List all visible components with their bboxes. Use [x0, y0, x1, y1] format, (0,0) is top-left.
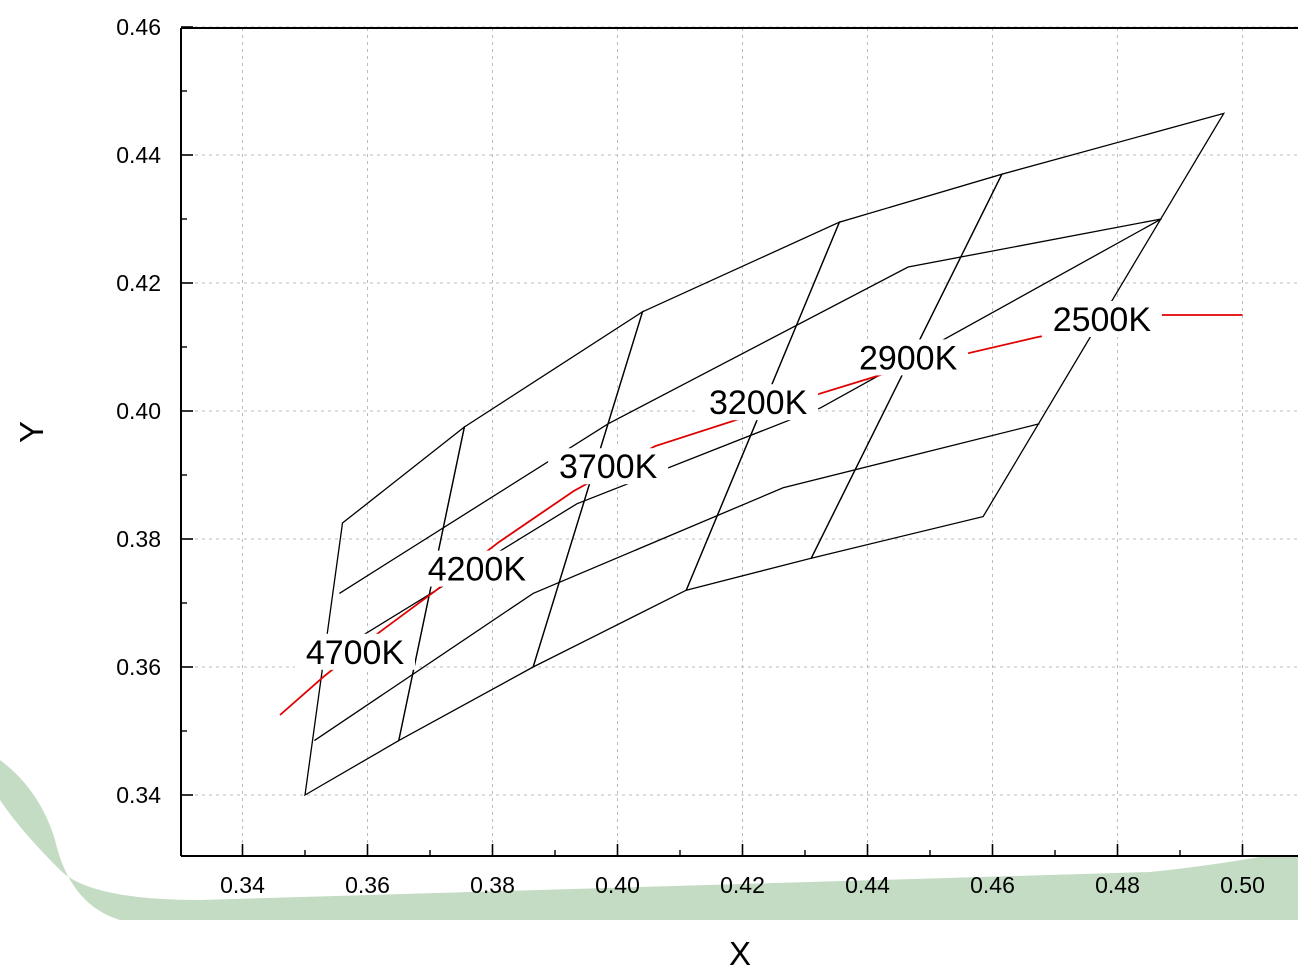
ticks: 0.34 0.36 0.38 0.40 0.42 0.44 0.46 0.48 0.50 0.34…: [116, 14, 1265, 898]
x-tick-label: 0.42: [720, 872, 765, 898]
y-tick-label: 0.42: [116, 270, 161, 296]
x-tick-label: 0.38: [470, 872, 515, 898]
label-background: [295, 633, 415, 670]
plot-background: [181, 28, 1298, 856]
cct-labels: 4700K 4200K 3700K 3200K 2900K 2500K: [295, 301, 1162, 672]
x-tick-label: 0.40: [595, 872, 640, 898]
cct-label: 4200K: [428, 551, 527, 589]
bin-2900K: [810, 112, 1226, 560]
y-tick-label: 0.44: [116, 142, 161, 168]
cct-label: 3200K: [709, 384, 808, 422]
x-tick-label: 0.50: [1220, 872, 1265, 898]
y-tick-label: 0.40: [116, 398, 161, 424]
bin-subdivision-line: [314, 423, 1040, 742]
label-background: [698, 384, 819, 421]
cct-label: 2900K: [859, 339, 958, 377]
cct-label: 4700K: [306, 634, 405, 672]
label-background: [548, 448, 669, 485]
bin-subdivision-line: [339, 218, 1162, 594]
label-background: [1041, 301, 1162, 337]
y-tick-label: 0.38: [116, 526, 161, 552]
y-tick-label: 0.34: [116, 782, 161, 808]
y-axis-title: Y: [13, 421, 50, 443]
x-tick-label: 0.46: [970, 872, 1015, 898]
x-axis-title: X: [729, 935, 751, 971]
label-background: [848, 339, 969, 376]
cct-label: 3700K: [559, 448, 658, 486]
y-tick-label: 0.46: [116, 14, 161, 40]
x-tick-label: 0.44: [845, 872, 890, 898]
bin-quadrangles: [304, 112, 1226, 797]
x-tick-label: 0.34: [220, 872, 265, 898]
x-tick-label: 0.48: [1095, 872, 1140, 898]
green-backdrop: [0, 760, 1298, 920]
y-tick-label: 0.36: [116, 654, 161, 680]
grid: [181, 26, 1298, 856]
cct-label: 2500K: [1053, 301, 1152, 339]
label-background: [416, 550, 537, 587]
x-tick-label: 0.36: [345, 872, 390, 898]
